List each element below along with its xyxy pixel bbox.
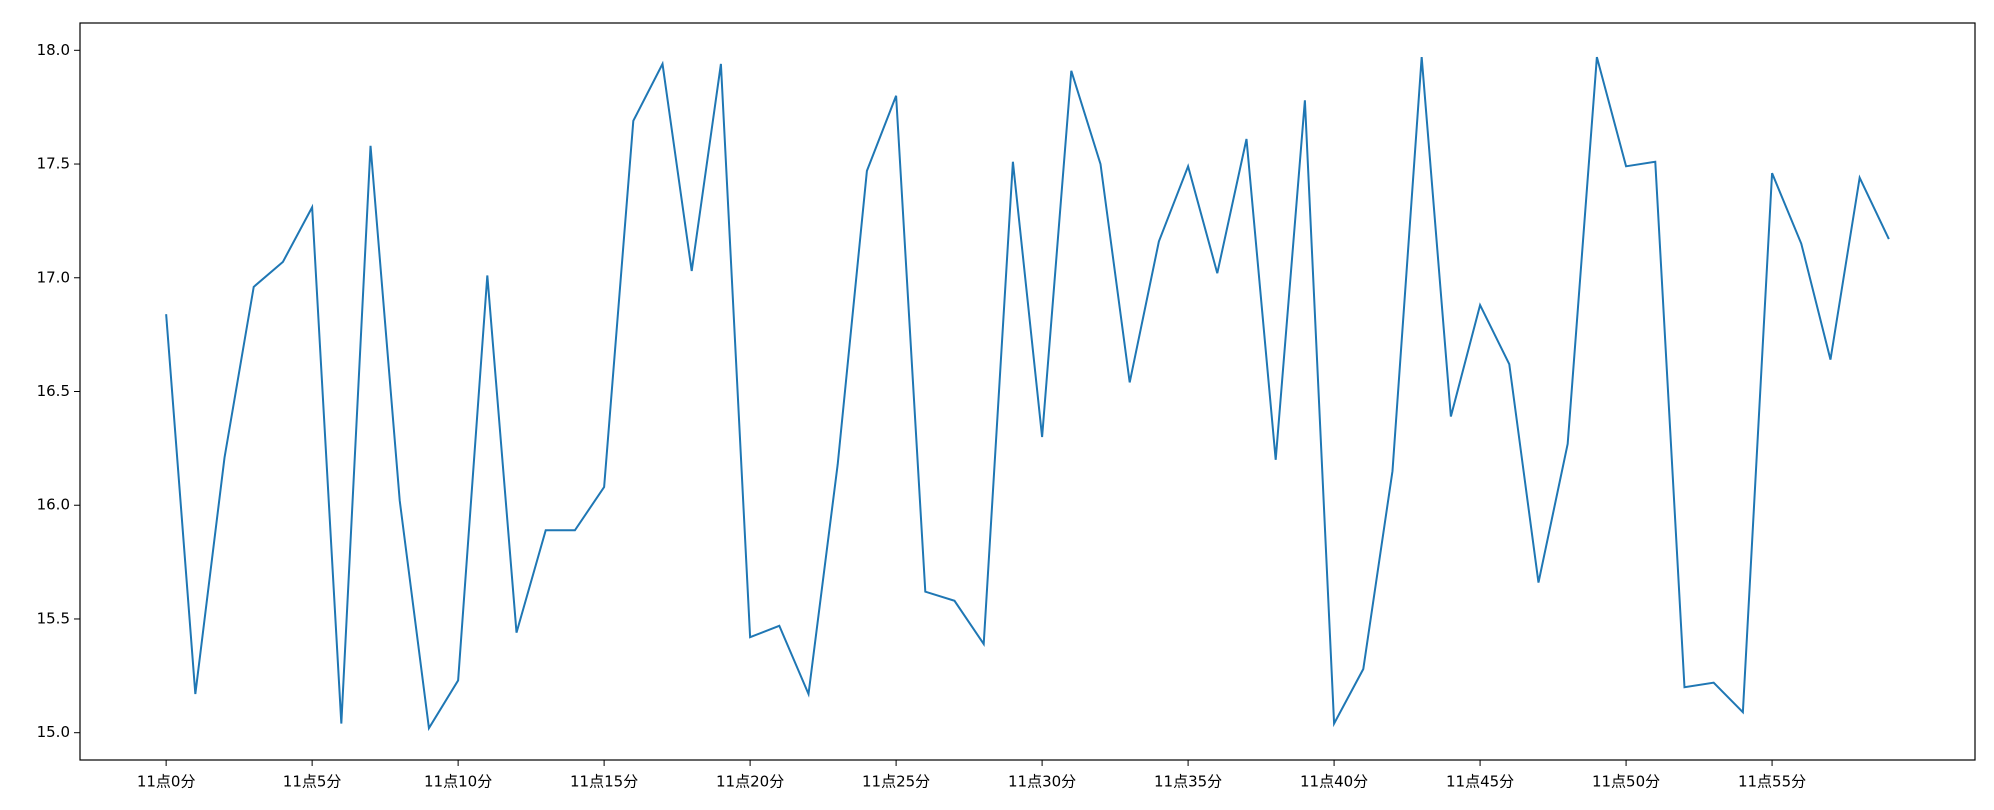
x-tick-label: 11点25分 [862,773,930,791]
y-tick-label: 17.0 [37,268,70,286]
y-tick-label: 16.0 [37,496,70,514]
y-tick-label: 15.5 [37,609,70,627]
y-tick-label: 18.0 [37,41,70,59]
x-tick-label: 11点40分 [1300,773,1368,791]
y-tick-label: 17.5 [37,155,70,173]
x-tick-label: 11点20分 [716,773,784,791]
x-tick-label: 11点50分 [1592,773,1660,791]
y-tick-label: 15.0 [37,723,70,741]
x-tick-label: 11点0分 [137,773,196,791]
x-tick-label: 11点10分 [424,773,492,791]
x-tick-label: 11点55分 [1738,773,1806,791]
x-tick-label: 11点45分 [1446,773,1514,791]
y-tick-label: 16.5 [37,382,70,400]
x-tick-label: 11点5分 [283,773,342,791]
plot-frame [79,22,1976,761]
line [165,56,1890,732]
x-tick-label: 11点35分 [1154,773,1222,791]
x-tick-label: 11点30分 [1008,773,1076,791]
x-tick-label: 11点15分 [570,773,638,791]
